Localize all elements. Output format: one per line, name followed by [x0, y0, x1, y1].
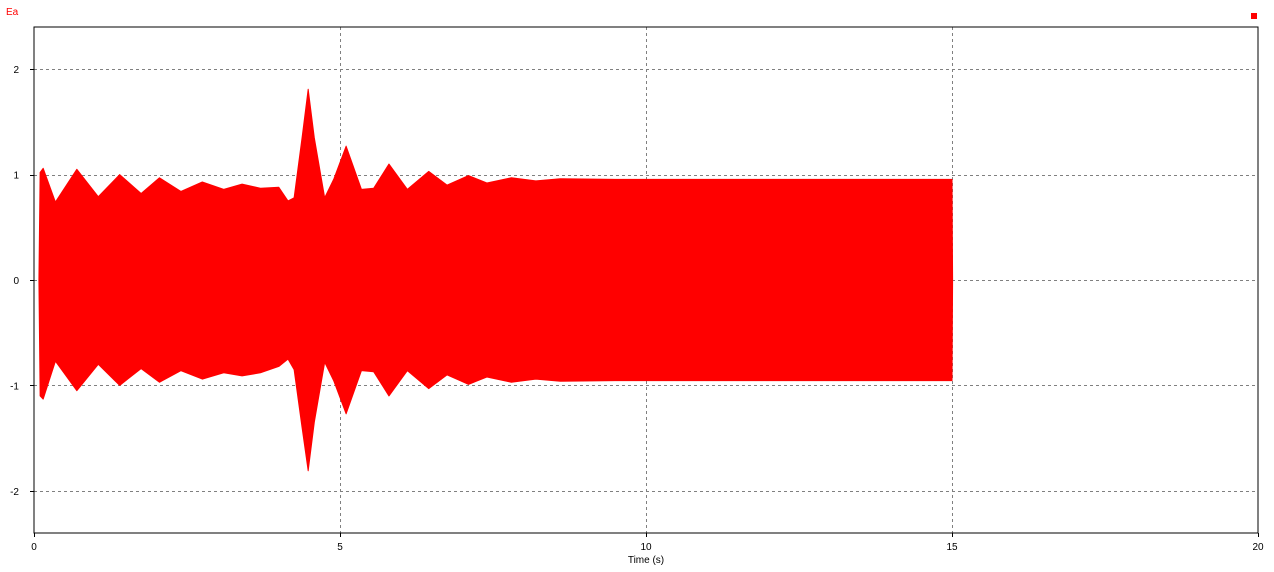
series-ea-waveform	[38, 88, 954, 472]
y-tick-label: 1	[13, 171, 19, 182]
y-tick-label: -1	[10, 381, 19, 392]
y-tick-label: 0	[13, 276, 19, 287]
x-tick-label: 0	[31, 542, 37, 553]
x-tick-label: 5	[337, 542, 343, 553]
x-axis-label: Time (s)	[628, 555, 664, 566]
x-tick-label: 20	[1252, 542, 1264, 553]
y-tick-label: -2	[10, 487, 19, 498]
series-title: Ea	[6, 7, 19, 18]
x-tick-label: 10	[640, 542, 652, 553]
y-tick-label: 2	[13, 65, 19, 76]
legend-marker-icon	[1251, 13, 1257, 19]
x-tick-label: 15	[946, 542, 958, 553]
series-layer	[38, 88, 954, 472]
